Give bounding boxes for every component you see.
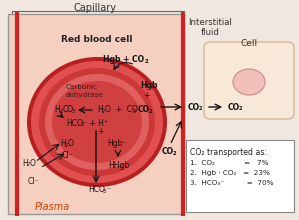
Ellipse shape — [27, 57, 167, 187]
Text: 2: 2 — [239, 106, 242, 111]
Text: Red blood cell: Red blood cell — [61, 35, 133, 44]
Text: Hgb + CO: Hgb + CO — [103, 55, 144, 64]
Text: 2: 2 — [65, 143, 68, 148]
Text: 3: 3 — [103, 189, 106, 194]
Text: 3: 3 — [81, 122, 84, 127]
Text: 3.  HCO₃⁻          =  70%: 3. HCO₃⁻ = 70% — [190, 180, 274, 186]
Text: Carbonic: Carbonic — [66, 84, 98, 90]
Text: Interstitial
fluid: Interstitial fluid — [188, 18, 232, 37]
Text: 2: 2 — [199, 106, 203, 111]
Text: Hgb⁻: Hgb⁻ — [107, 139, 126, 148]
Text: Hgb: Hgb — [140, 81, 158, 90]
Text: 2: 2 — [133, 109, 136, 114]
Text: Capillary: Capillary — [74, 3, 117, 13]
Ellipse shape — [31, 61, 163, 183]
Text: anhydrase: anhydrase — [66, 92, 104, 98]
Text: 3: 3 — [71, 109, 75, 114]
FancyBboxPatch shape — [8, 14, 184, 214]
Text: +: + — [143, 92, 150, 101]
Text: 2: 2 — [102, 109, 105, 114]
FancyBboxPatch shape — [204, 42, 294, 119]
Text: O: O — [30, 158, 36, 167]
Ellipse shape — [45, 74, 149, 170]
Text: ⁻ + H⁺: ⁻ + H⁺ — [83, 119, 108, 128]
Text: CO: CO — [162, 147, 174, 156]
Text: H: H — [22, 158, 28, 167]
Text: HHgb: HHgb — [108, 161, 129, 169]
Text: 2: 2 — [149, 109, 152, 114]
Ellipse shape — [52, 81, 142, 163]
Text: 2: 2 — [145, 59, 149, 64]
Text: +: + — [97, 128, 103, 136]
FancyBboxPatch shape — [186, 140, 294, 212]
Text: HCO: HCO — [66, 119, 83, 128]
Text: HCO: HCO — [88, 185, 105, 194]
Text: CO: CO — [228, 103, 240, 112]
Text: Cl⁻: Cl⁻ — [62, 152, 74, 161]
Text: O  +  CO: O + CO — [105, 106, 138, 114]
Text: CO: CO — [62, 106, 74, 114]
Text: 1.  CO₂             =   7%: 1. CO₂ = 7% — [190, 160, 269, 166]
Text: 2.  Hgb · CO₂   =  23%: 2. Hgb · CO₂ = 23% — [190, 170, 270, 176]
Text: CO₂ transported as:: CO₂ transported as: — [190, 148, 267, 157]
Ellipse shape — [233, 69, 265, 95]
Text: H: H — [54, 106, 60, 114]
Text: H: H — [97, 106, 103, 114]
Text: Cl⁻: Cl⁻ — [28, 176, 39, 185]
Text: Cell: Cell — [240, 40, 257, 48]
Ellipse shape — [39, 68, 155, 176]
Text: O: O — [68, 139, 74, 148]
Text: H: H — [60, 139, 66, 148]
Text: Plasma: Plasma — [34, 202, 70, 212]
Text: 2: 2 — [27, 162, 30, 167]
Text: CO: CO — [138, 106, 150, 114]
Text: CO: CO — [188, 103, 200, 112]
Text: ⁻: ⁻ — [106, 185, 110, 194]
Text: 2: 2 — [60, 109, 63, 114]
Text: 2: 2 — [173, 151, 177, 156]
